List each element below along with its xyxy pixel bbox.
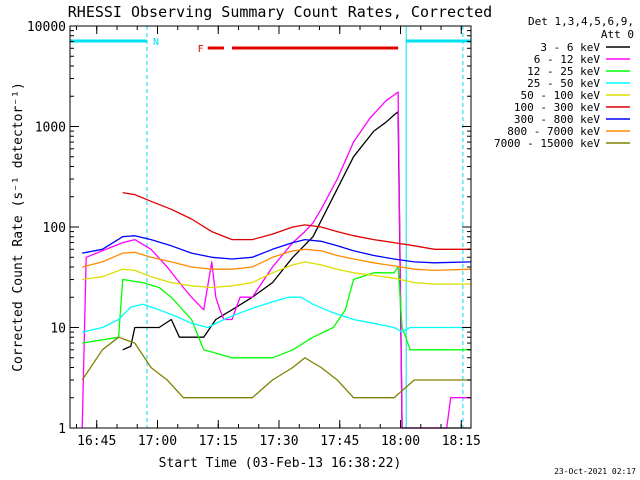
y-tick-label: 10 (50, 322, 66, 337)
legend-label: 3 - 6 keV (540, 41, 600, 54)
legend-label: 300 - 800 keV (514, 113, 600, 126)
legend-label: 12 - 25 keV (527, 65, 600, 78)
series-line (122, 191, 471, 250)
x-tick-label: 18:00 (381, 434, 420, 449)
series-line (82, 248, 472, 272)
y-tick-label: 1000 (35, 121, 66, 136)
x-tick-label: 17:45 (320, 434, 359, 449)
series-line (82, 235, 472, 264)
series-line (82, 266, 471, 359)
legend-label: 7000 - 15000 keV (494, 137, 600, 150)
y-tick-label: 10000 (27, 20, 66, 35)
series-line (82, 296, 471, 333)
flag-label-night: N (153, 37, 159, 48)
plot-frame (69, 25, 472, 429)
legend-label: 25 - 50 keV (527, 77, 600, 90)
legend-label: 800 - 7000 keV (507, 125, 600, 138)
x-axis-label: Start Time (03-Feb-13 16:38:22) (159, 456, 402, 471)
legend-label: 6 - 12 keV (534, 53, 601, 66)
x-tick-label: 18:15 (442, 434, 481, 449)
y-tick-label: 1 (58, 422, 66, 437)
x-tick-label: 17:00 (138, 434, 177, 449)
series-line (122, 111, 471, 429)
legend-label: 50 - 100 keV (521, 89, 601, 102)
flag-label-flare: F (198, 44, 204, 55)
series-line (82, 261, 471, 289)
series-line (81, 91, 471, 429)
plot-area: N F 1 10 100 1000 10000 16:45 17:00 17:15 17:30 1… (27, 20, 481, 449)
legend-label: 100 - 300 keV (514, 101, 600, 114)
legend-header-line1: Det 1,3,4,5,6,9, (528, 15, 634, 28)
x-tick-label: 17:15 (199, 434, 238, 449)
footer-timestamp: 23-Oct-2021 02:17 (554, 467, 636, 476)
x-tick-label: 16:45 (77, 434, 116, 449)
y-axis-label: Corrected Count Rate (s⁻¹ detector⁻¹) (11, 82, 26, 372)
series-line (81, 336, 471, 399)
x-tick-label: 17:30 (259, 434, 298, 449)
legend-header-line2: Att 0 (601, 28, 634, 41)
y-tick-label: 100 (43, 221, 66, 236)
chart-title: RHESSI Observing Summary Count Rates, Co… (68, 3, 492, 21)
